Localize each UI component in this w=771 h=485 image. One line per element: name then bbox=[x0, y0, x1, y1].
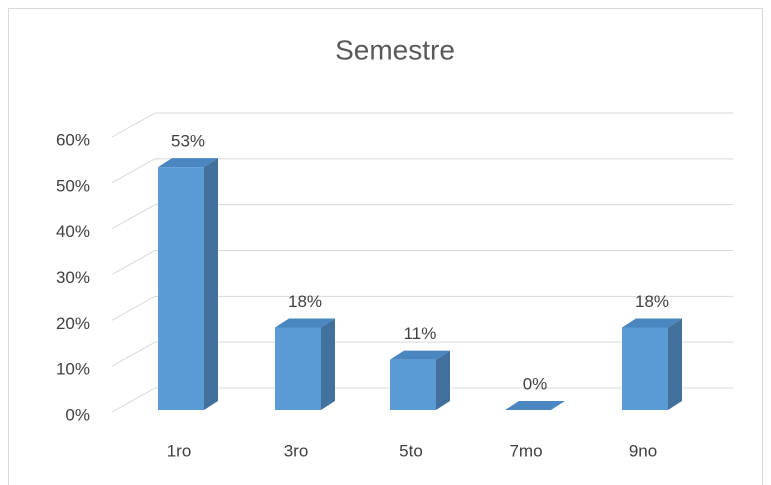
bar-top bbox=[390, 350, 450, 360]
grid-line bbox=[111, 158, 733, 184]
chart-title: Semestre bbox=[335, 34, 455, 65]
bar bbox=[622, 318, 682, 410]
x-tick-label: 1ro bbox=[167, 441, 192, 460]
bar-top bbox=[505, 401, 565, 410]
y-tick-label: 40% bbox=[56, 222, 90, 241]
bar-side bbox=[204, 158, 218, 410]
y-tick-label: 30% bbox=[56, 268, 90, 287]
bar-front bbox=[275, 327, 321, 410]
grid-line bbox=[111, 112, 733, 138]
bar-top bbox=[275, 318, 335, 328]
bar-front bbox=[622, 327, 668, 410]
bar-front bbox=[390, 359, 436, 410]
x-tick-label: 9no bbox=[629, 441, 657, 460]
data-label: 11% bbox=[404, 324, 437, 343]
x-tick-label: 7mo bbox=[509, 441, 542, 460]
y-tick-label: 20% bbox=[56, 314, 90, 333]
grid-line bbox=[111, 250, 733, 275]
data-label: 0% bbox=[523, 374, 548, 393]
grid-line bbox=[111, 295, 733, 321]
x-tick-label: 3ro bbox=[284, 441, 309, 460]
bar bbox=[158, 158, 218, 410]
grid-line bbox=[111, 387, 733, 413]
bar bbox=[275, 318, 335, 410]
data-label: 18% bbox=[288, 292, 322, 311]
bar-side bbox=[321, 318, 335, 410]
bar bbox=[505, 401, 565, 410]
y-tick-label: 50% bbox=[56, 176, 90, 195]
data-label: 18% bbox=[635, 292, 669, 311]
bar bbox=[390, 350, 450, 410]
data-label: 53% bbox=[171, 132, 205, 151]
y-tick-label: 10% bbox=[56, 360, 90, 379]
bar-side bbox=[668, 318, 682, 410]
y-tick-label: 60% bbox=[56, 130, 90, 149]
x-tick-label: 5to bbox=[399, 441, 423, 460]
bar-side bbox=[436, 350, 450, 410]
grid-line bbox=[111, 204, 733, 230]
y-tick-label: 0% bbox=[65, 405, 90, 424]
bar-front bbox=[158, 167, 204, 410]
bar-top bbox=[158, 158, 218, 168]
bar-top bbox=[622, 318, 682, 328]
chart-border bbox=[8, 8, 763, 485]
grid-line bbox=[111, 341, 733, 367]
